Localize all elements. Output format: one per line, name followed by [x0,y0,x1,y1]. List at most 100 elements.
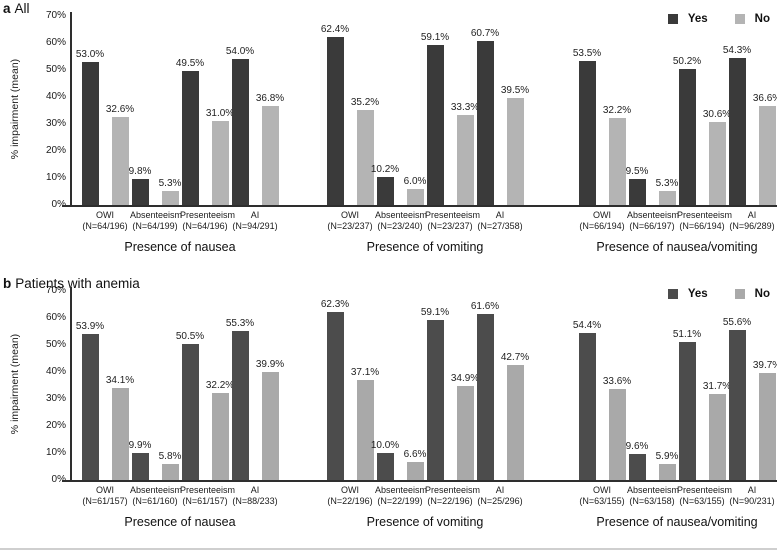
bar-group-0-labels: OWI (N=61/157) Absenteeism (N=61/160) Presen… [80,485,280,507]
bar-yes: 50.2% [673,56,701,205]
legend-yes-swatch-icon [667,289,678,299]
bar-value-label: 37.1% [350,366,380,378]
bar-value-label: 6.0% [403,175,427,187]
legend-no-swatch-icon [734,14,745,24]
category-label-cell: Presenteeism (N=66/194) [677,210,733,232]
bar-group-2: 54.4% 33.6% 9.6% 5.9% 51.1% 31.7% 55.6% 39.7% [573,317,777,480]
category-label: AI [747,210,757,220]
bar-yes: 53.5% [573,48,601,205]
category-label-cell: OWI (N=22/196) [325,485,375,507]
category-cell: 60.7% 39.5% [471,28,529,205]
bar-value-label: 35.2% [350,96,380,108]
panel-b: b Patients with anemia % impairment (mean)… [0,275,777,548]
category-label-cell: Presenteeism (N=61/157) [180,485,235,507]
category-labels: OWI (N=61/157) Absenteeism (N=61/160) Presen… [72,485,777,507]
bar-yes: 9.9% [129,440,151,480]
bar-yes: 49.5% [176,58,204,205]
category-label: OWI [341,210,359,220]
bar-value-label: 39.9% [255,359,285,371]
category-n-label: (N=61/157) [82,496,128,506]
bar-value-label: 62.4% [320,23,350,35]
group-label: Presence of nausea/vomiting [596,515,758,529]
bar-no: 36.8% [256,93,284,205]
bar-value-label: 32.6% [105,103,135,115]
category-n-label: (N=66/197) [629,221,675,231]
bar-group-0: 53.9% 34.1% 9.9% 5.8% 50.5% 32.2% 55.3% 39.9% [76,318,284,480]
category-label: Absenteeism [130,485,183,495]
bar-value-label: 5.9% [655,451,679,463]
category-label-cell: Absenteeism (N=23/240) [375,210,428,232]
y-tick-label: 60% [45,37,66,48]
bar-value-label: 53.5% [572,47,602,59]
bar-no: 32.6% [106,104,134,205]
bar-no: 39.9% [256,359,284,480]
category-cell: 59.1% 33.3% [421,32,479,205]
category-label: AI [495,210,505,220]
category-n-label: (N=23/240) [377,221,423,231]
legend-yes-swatch-icon [667,14,678,24]
category-cell: 9.5% 5.3% [626,166,678,205]
bar-value-label: 33.6% [602,376,632,388]
legend-item-yes: Yes [667,288,708,300]
bar-value-label: 54.3% [722,45,752,57]
category-label: Presenteeism [677,210,733,220]
bar-value-label: 60.7% [470,28,500,40]
bar-value-label: 55.6% [722,316,752,328]
bar-value-label: 50.2% [672,56,702,68]
bar-no: 31.0% [206,108,234,205]
bar-yes: 59.1% [421,32,449,205]
category-cell: 9.8% 5.3% [129,166,182,205]
bar-value-label: 59.1% [420,32,450,44]
y-tick-label: 70% [45,10,66,21]
y-tick-label: 50% [45,339,66,350]
category-cell: 55.3% 39.9% [226,318,284,480]
bar-yes: 54.3% [723,45,751,205]
category-label-cell: AI (N=96/289) [727,210,777,232]
y-tick-label: 40% [45,366,66,377]
category-label: Presenteeism [677,485,733,495]
category-n-label: (N=90/231) [729,496,775,506]
bar-yes: 9.6% [626,441,648,480]
category-label: AI [250,210,260,220]
category-n-label: (N=64/196) [182,221,228,231]
y-axis-line [70,287,72,482]
bar-no: 37.1% [351,367,379,480]
category-label-cell: Absenteeism (N=61/160) [130,485,183,507]
category-label-cell: AI (N=25/296) [475,485,525,507]
y-tick-label: 0% [51,199,66,210]
panel-letter: b [3,276,12,291]
bar-no: 32.2% [206,380,234,480]
category-label-cell: AI (N=27/358) [475,210,525,232]
category-cell: 54.0% 36.8% [226,46,284,205]
legend-item-no: No [734,13,770,25]
y-tick-label: 70% [45,285,66,296]
category-n-label: (N=66/194) [579,221,625,231]
group-label: Presence of vomiting [366,515,484,529]
category-cell: 9.9% 5.8% [129,440,181,480]
bar-no: 34.9% [451,373,479,480]
legend-no-label: No [754,288,770,300]
category-n-label: (N=27/358) [477,221,523,231]
bar-no: 34.1% [106,375,134,480]
category-label-cell: OWI (N=23/237) [325,210,375,232]
group-label: Presence of nausea [124,240,236,254]
category-cell: 53.5% 32.2% [573,48,631,205]
bar-group-0: 53.0% 32.6% 9.8% 5.3% 49.5% 31.0% 54.0% 36.8% [76,46,284,205]
group-label: Presence of nausea [124,515,236,529]
bar-yes: 55.3% [226,318,254,480]
bar-no: 33.3% [451,102,479,205]
category-n-label: (N=63/155) [579,496,625,506]
bar-group-0-labels: OWI (N=64/196) Absenteeism (N=64/199) Presen… [80,210,280,232]
bar-value-label: 31.7% [702,381,732,393]
category-label-cell: AI (N=88/233) [230,485,280,507]
category-cell: 10.0% 6.6% [371,440,426,480]
bar-value-label: 5.3% [158,177,182,189]
bar-no: 5.8% [159,451,181,480]
category-label: Absenteeism [375,485,428,495]
category-label: OWI [341,485,359,495]
category-label: Absenteeism [375,210,428,220]
bar-value-label: 54.4% [572,320,602,332]
bar-yes: 55.6% [723,317,751,480]
legend-yes-label: Yes [687,13,708,25]
